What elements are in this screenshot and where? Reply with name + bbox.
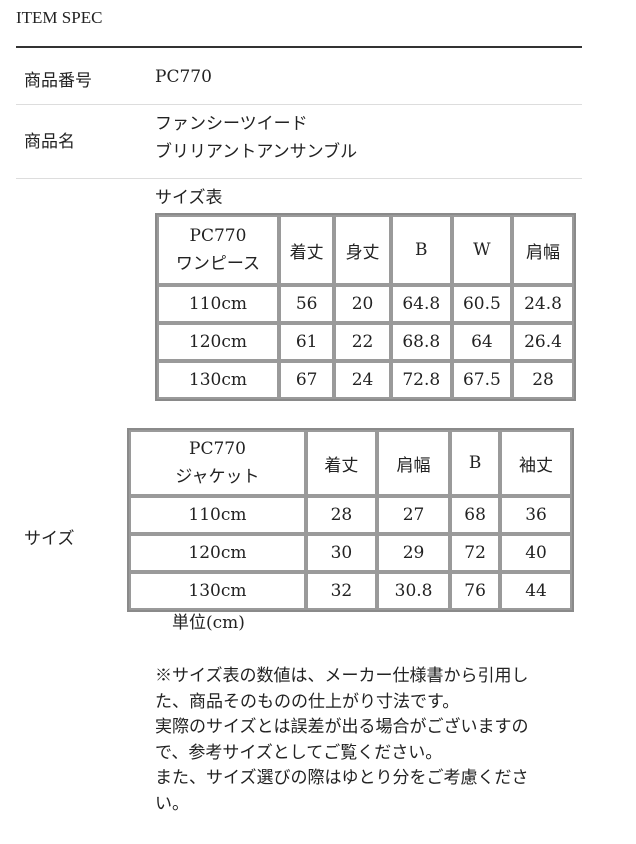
value-cell: 27 bbox=[376, 496, 451, 534]
size-notes: ※サイズ表の数値は、メーカー仕様書から引用し た、商品そのものの仕上がり寸法です。… bbox=[155, 664, 529, 817]
column-header: W bbox=[451, 215, 513, 285]
value-cell: 26.4 bbox=[512, 323, 574, 361]
product-number-value: PC770 bbox=[155, 67, 212, 87]
value-cell: 29 bbox=[376, 534, 451, 572]
value-cell: 76 bbox=[450, 572, 501, 610]
note-line: で、参考サイズとしてご覧ください。 bbox=[155, 742, 443, 763]
header-line: PC770 bbox=[189, 226, 247, 246]
product-name-value: ファンシーツイード ブリリアントアンサンブル bbox=[155, 110, 357, 166]
size-cell: 130cm bbox=[129, 572, 306, 610]
product-number-label: 商品番号 bbox=[24, 71, 92, 91]
value-cell: 61 bbox=[278, 323, 335, 361]
table-row: 130cm 67 24 72.8 67.5 28 bbox=[157, 361, 574, 399]
value-cell: 24.8 bbox=[512, 285, 574, 323]
table-row: 110cm 56 20 64.8 60.5 24.8 bbox=[157, 285, 574, 323]
column-header: 着丈 bbox=[278, 215, 335, 285]
column-header: B bbox=[450, 430, 501, 496]
product-header-cell: PC770 ワンピース bbox=[157, 215, 279, 285]
value-cell: 36 bbox=[500, 496, 572, 534]
value-cell: 40 bbox=[500, 534, 572, 572]
table-row: 120cm 61 22 68.8 64 26.4 bbox=[157, 323, 574, 361]
product-name-line: ブリリアントアンサンブル bbox=[155, 142, 358, 162]
size-cell: 130cm bbox=[157, 361, 279, 399]
product-name-line: ファンシーツイード bbox=[155, 114, 308, 134]
value-cell: 68.8 bbox=[390, 323, 452, 361]
size-cell: 110cm bbox=[129, 496, 306, 534]
jacket-size-table: PC770 ジャケット 着丈 肩幅 B 袖丈 110cm 28 27 68 36 120cm 30 29 7… bbox=[127, 428, 574, 612]
value-cell: 28 bbox=[512, 361, 574, 399]
column-header: 袖丈 bbox=[500, 430, 572, 496]
value-cell: 72.8 bbox=[390, 361, 452, 399]
column-header: 肩幅 bbox=[376, 430, 451, 496]
column-header: 着丈 bbox=[305, 430, 377, 496]
header-row: PC770 ジャケット 着丈 肩幅 B 袖丈 bbox=[129, 430, 572, 496]
value-cell: 32 bbox=[305, 572, 377, 610]
size-label: サイズ bbox=[24, 529, 75, 549]
row-divider bbox=[16, 178, 582, 179]
value-cell: 60.5 bbox=[451, 285, 513, 323]
header-line: ジャケット bbox=[175, 467, 260, 487]
size-cell: 120cm bbox=[157, 323, 279, 361]
section-title: ITEM SPEC bbox=[16, 8, 103, 27]
title-divider bbox=[16, 46, 582, 48]
value-cell: 44 bbox=[500, 572, 572, 610]
note-line: 実際のサイズとは誤差が出る場合がございますの bbox=[155, 717, 529, 737]
size-cell: 110cm bbox=[157, 285, 279, 323]
value-cell: 30 bbox=[305, 534, 377, 572]
product-name-label: 商品名 bbox=[24, 132, 75, 152]
value-cell: 72 bbox=[450, 534, 501, 572]
value-cell: 68 bbox=[450, 496, 501, 534]
column-header: 肩幅 bbox=[512, 215, 574, 285]
header-line: PC770 bbox=[189, 439, 246, 459]
value-cell: 64 bbox=[451, 323, 513, 361]
column-header: 身丈 bbox=[334, 215, 391, 285]
onepiece-size-table: PC770 ワンピース 着丈 身丈 B W 肩幅 110cm 56 20 64.8 60.5 24.8 1… bbox=[155, 213, 576, 401]
value-cell: 28 bbox=[305, 496, 377, 534]
value-cell: 30.8 bbox=[376, 572, 451, 610]
value-cell: 67 bbox=[278, 361, 335, 399]
column-header: B bbox=[390, 215, 452, 285]
header-row: PC770 ワンピース 着丈 身丈 B W 肩幅 bbox=[157, 215, 574, 285]
value-cell: 20 bbox=[334, 285, 391, 323]
note-line: また、サイズ選びの際はゆとり分をご考慮くださ bbox=[155, 768, 529, 788]
header-line: ワンピース bbox=[175, 254, 261, 274]
table-row: 110cm 28 27 68 36 bbox=[129, 496, 572, 534]
note-line: い。 bbox=[155, 793, 189, 814]
value-cell: 22 bbox=[334, 323, 391, 361]
value-cell: 24 bbox=[334, 361, 391, 399]
row-divider bbox=[16, 104, 582, 105]
note-line: た、商品そのものの仕上がり寸法です。 bbox=[155, 691, 460, 712]
size-cell: 120cm bbox=[129, 534, 306, 572]
table-row: 120cm 30 29 72 40 bbox=[129, 534, 572, 572]
note-line: ※サイズ表の数値は、メーカー仕様書から引用し bbox=[155, 666, 529, 686]
value-cell: 56 bbox=[278, 285, 335, 323]
product-header-cell: PC770 ジャケット bbox=[129, 430, 306, 496]
value-cell: 67.5 bbox=[451, 361, 513, 399]
size-table-caption: サイズ表 bbox=[155, 188, 223, 208]
table-row: 130cm 32 30.8 76 44 bbox=[129, 572, 572, 610]
unit-note: 単位(cm) bbox=[172, 613, 245, 633]
value-cell: 64.8 bbox=[390, 285, 452, 323]
